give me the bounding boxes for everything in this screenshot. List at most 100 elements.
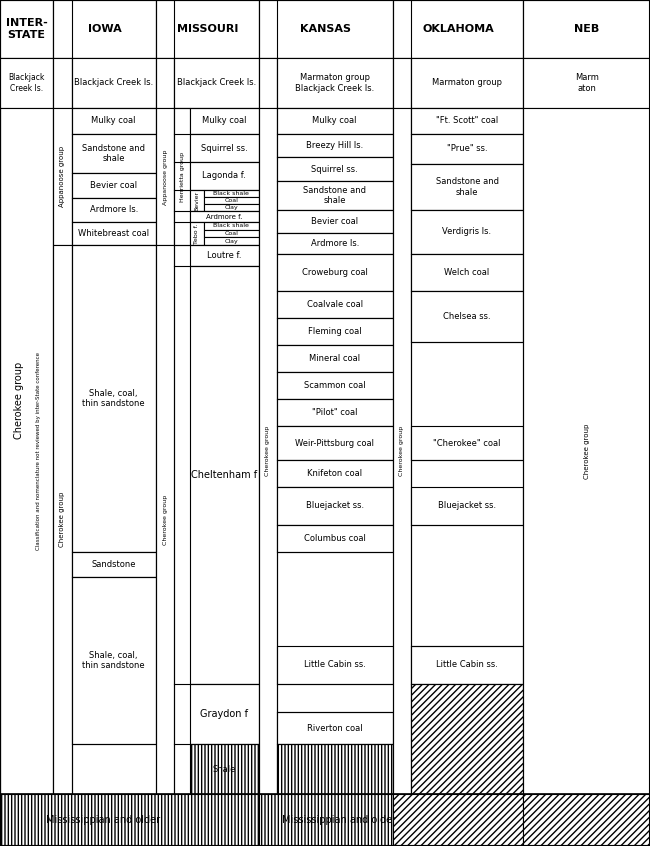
Bar xyxy=(411,254,523,291)
Bar xyxy=(277,254,393,291)
Bar xyxy=(277,318,393,345)
Bar xyxy=(411,210,523,254)
Bar xyxy=(72,552,156,577)
Text: Black shale: Black shale xyxy=(213,190,250,195)
Bar xyxy=(190,245,259,266)
Text: Columbus coal: Columbus coal xyxy=(304,534,366,542)
Bar xyxy=(156,108,174,245)
Text: MISSOURI: MISSOURI xyxy=(177,24,238,34)
Bar xyxy=(190,684,259,744)
Text: "Cherokee" coal: "Cherokee" coal xyxy=(434,439,500,448)
Bar xyxy=(259,58,277,108)
Text: Shale: Shale xyxy=(213,765,236,773)
Bar xyxy=(53,108,72,245)
Text: Ardmore ls.: Ardmore ls. xyxy=(90,206,138,214)
Text: Appanoose group: Appanoose group xyxy=(59,146,66,207)
Text: Whitebreast coal: Whitebreast coal xyxy=(78,229,150,238)
Text: Ardmore ls.: Ardmore ls. xyxy=(311,239,359,248)
Bar xyxy=(204,222,259,229)
Bar xyxy=(190,212,259,222)
Text: Cherokee group: Cherokee group xyxy=(162,494,168,545)
Bar xyxy=(174,108,190,245)
Text: Mulky coal: Mulky coal xyxy=(92,117,136,125)
Text: Coalvale coal: Coalvale coal xyxy=(307,300,363,309)
Bar xyxy=(411,134,523,164)
Text: Cheltenham f: Cheltenham f xyxy=(191,470,257,480)
Bar xyxy=(277,291,393,318)
Bar xyxy=(156,0,259,58)
Text: Scammon coal: Scammon coal xyxy=(304,382,365,390)
Bar xyxy=(277,426,393,460)
Bar xyxy=(277,712,393,744)
Bar xyxy=(393,58,411,108)
Text: Mississippian and older: Mississippian and older xyxy=(46,815,161,825)
Text: Little Cabin ss.: Little Cabin ss. xyxy=(436,661,498,669)
Bar xyxy=(523,0,650,58)
Bar xyxy=(72,173,156,198)
Text: Bevier coal: Bevier coal xyxy=(311,217,358,226)
Bar xyxy=(0,58,53,108)
Bar xyxy=(72,58,156,108)
Bar xyxy=(53,58,72,108)
Text: INTER-
STATE: INTER- STATE xyxy=(6,18,47,40)
Bar xyxy=(277,525,393,552)
Text: Squirrel ss.: Squirrel ss. xyxy=(201,144,248,152)
Bar xyxy=(277,646,393,684)
Bar xyxy=(277,108,393,134)
Bar xyxy=(204,197,259,204)
Text: Fleming coal: Fleming coal xyxy=(308,327,361,336)
Bar xyxy=(523,794,650,846)
Bar xyxy=(277,157,393,181)
Bar xyxy=(0,794,259,846)
Bar xyxy=(72,134,156,173)
Text: Cherokee group: Cherokee group xyxy=(399,426,404,476)
Text: Appanoose group: Appanoose group xyxy=(162,149,168,205)
Text: Cherokee group: Cherokee group xyxy=(14,361,23,439)
Bar xyxy=(190,134,259,162)
Text: "Prue" ss.: "Prue" ss. xyxy=(447,145,488,153)
Bar xyxy=(190,222,204,245)
Bar xyxy=(277,345,393,372)
Text: Sandstone: Sandstone xyxy=(92,560,136,569)
Text: Graydon f: Graydon f xyxy=(200,709,248,719)
Text: Mulky coal: Mulky coal xyxy=(202,117,246,125)
Bar xyxy=(277,134,393,157)
Bar xyxy=(190,108,259,134)
Bar xyxy=(277,233,393,254)
Bar xyxy=(72,245,156,552)
Text: Classification and nomenclature not reviewed by inter-State conference: Classification and nomenclature not revi… xyxy=(36,352,41,550)
Text: Coal: Coal xyxy=(224,198,239,203)
Bar xyxy=(277,210,393,233)
Bar xyxy=(204,238,259,245)
Text: Clay: Clay xyxy=(224,239,239,244)
Text: Riverton coal: Riverton coal xyxy=(307,724,363,733)
Text: Shale, coal,
thin sandstone: Shale, coal, thin sandstone xyxy=(83,651,145,670)
Text: Croweburg coal: Croweburg coal xyxy=(302,268,368,277)
Text: Cherokee group: Cherokee group xyxy=(584,423,590,479)
Text: Clay: Clay xyxy=(224,206,239,211)
Text: Welch coal: Welch coal xyxy=(445,268,489,277)
Bar xyxy=(411,426,523,460)
Text: Marmaton group
Blackjack Creek Is.: Marmaton group Blackjack Creek Is. xyxy=(295,74,374,92)
Text: Sandstone and
shale: Sandstone and shale xyxy=(436,178,499,196)
Bar xyxy=(411,684,523,794)
Text: "Ft. Scott" coal: "Ft. Scott" coal xyxy=(436,117,498,125)
Bar xyxy=(53,245,72,794)
Text: Sandstone and
shale: Sandstone and shale xyxy=(83,144,145,163)
Bar xyxy=(523,58,650,108)
Bar xyxy=(411,646,523,684)
Bar xyxy=(523,108,650,794)
Text: Bluejacket ss.: Bluejacket ss. xyxy=(306,502,364,510)
Text: Cherokee group: Cherokee group xyxy=(59,492,66,547)
Bar xyxy=(174,58,259,108)
Text: Henrietta group: Henrietta group xyxy=(179,151,185,202)
Text: Blackjack Creek Is.: Blackjack Creek Is. xyxy=(74,79,153,87)
Text: Little Cabin ss.: Little Cabin ss. xyxy=(304,661,366,669)
Bar xyxy=(277,399,393,426)
Text: Bevier coal: Bevier coal xyxy=(90,181,137,190)
Bar xyxy=(72,198,156,222)
Bar xyxy=(277,58,393,108)
Text: Cherokee group: Cherokee group xyxy=(265,426,270,476)
Bar xyxy=(277,460,393,487)
Text: Knifeton coal: Knifeton coal xyxy=(307,470,362,478)
